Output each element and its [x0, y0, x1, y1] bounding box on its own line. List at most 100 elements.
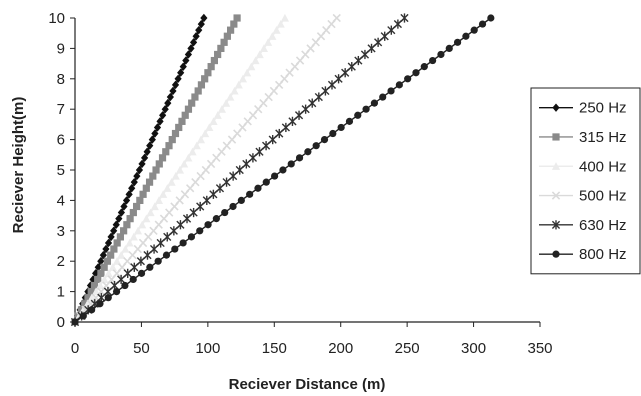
- data-point: [182, 56, 190, 65]
- data-point: [226, 92, 235, 101]
- data-point: [370, 99, 379, 107]
- legend: 250 Hz 315 Hz 400 Hz 500 Hz 630 Hz 800 Hz: [530, 87, 641, 275]
- data-point: [107, 251, 115, 259]
- data-point: [362, 105, 370, 113]
- data-point: [184, 50, 193, 59]
- legend-marker: [552, 103, 560, 112]
- data-point: [96, 281, 105, 290]
- data-point: [222, 99, 231, 107]
- y-tick-label: 8: [57, 71, 65, 88]
- legend-label: 630 Hz: [579, 217, 627, 234]
- data-point: [204, 221, 212, 229]
- series-250-hz: [71, 13, 208, 327]
- data-point: [126, 215, 134, 223]
- legend-label: 800 Hz: [579, 246, 627, 263]
- data-point: [192, 141, 201, 150]
- data-point: [158, 154, 167, 162]
- data-point: [129, 232, 138, 241]
- data-point: [167, 178, 176, 186]
- legend-item: 630 Hz: [539, 217, 627, 234]
- data-point: [301, 104, 310, 114]
- data-point: [171, 80, 180, 90]
- data-point: [487, 14, 495, 22]
- data-point: [110, 245, 118, 253]
- data-point: [100, 275, 109, 284]
- legend-item: 315 Hz: [539, 129, 627, 146]
- data-point: [181, 111, 189, 119]
- data-point: [110, 280, 119, 291]
- data-point: [125, 238, 134, 247]
- data-point: [146, 208, 155, 217]
- data-point: [94, 275, 102, 284]
- data-point: [182, 214, 192, 224]
- data-point: [128, 184, 136, 193]
- data-point: [223, 32, 231, 40]
- data-point: [123, 221, 131, 229]
- data-point: [197, 81, 206, 89]
- legend-label: 500 Hz: [579, 188, 627, 205]
- data-point: [188, 147, 197, 156]
- data-point: [367, 43, 376, 53]
- data-point: [215, 183, 225, 193]
- data-point: [130, 262, 139, 272]
- data-point: [337, 123, 345, 132]
- data-point: [255, 50, 264, 59]
- data-point: [229, 202, 237, 211]
- data-point: [210, 56, 218, 65]
- data-point: [135, 165, 144, 175]
- y-tick-label: 7: [57, 101, 65, 118]
- data-point: [281, 122, 290, 133]
- data-point: [168, 136, 176, 144]
- data-point: [354, 55, 363, 66]
- series-500-hz: [70, 13, 341, 327]
- data-point: [174, 74, 182, 83]
- data-point: [197, 19, 205, 29]
- data-point: [320, 136, 329, 144]
- data-point: [262, 178, 270, 186]
- data-point: [161, 105, 169, 114]
- data-point: [125, 190, 133, 199]
- data-point: [202, 195, 211, 205]
- data-point: [194, 87, 202, 95]
- data-point: [148, 135, 156, 144]
- y-tick-label: 6: [57, 132, 65, 149]
- data-point: [102, 244, 110, 254]
- series-630-hz: [70, 13, 409, 327]
- data-point: [154, 257, 162, 265]
- legend-marker: [552, 250, 560, 258]
- data-point: [166, 92, 174, 102]
- data-point: [104, 269, 113, 277]
- data-point: [387, 87, 395, 95]
- data-point: [110, 226, 118, 235]
- x-axis-title: Reciever Distance (m): [229, 376, 386, 393]
- data-point: [222, 177, 231, 187]
- data-point: [327, 80, 337, 90]
- data-point: [191, 93, 199, 101]
- data-point: [103, 257, 112, 265]
- data-point: [214, 50, 222, 59]
- data-point: [294, 110, 304, 120]
- data-point: [152, 166, 160, 174]
- data-point: [341, 68, 350, 78]
- data-point: [87, 288, 95, 296]
- data-point: [400, 13, 409, 23]
- data-point: [213, 111, 222, 119]
- data-point: [220, 38, 228, 46]
- data-point: [262, 141, 271, 151]
- data-point: [99, 250, 107, 260]
- data-point: [379, 93, 387, 101]
- data-point: [264, 38, 273, 46]
- data-point: [189, 207, 198, 218]
- x-tick-label: 300: [461, 340, 486, 357]
- data-point: [139, 190, 147, 198]
- data-point: [142, 184, 150, 192]
- data-point: [88, 306, 96, 314]
- data-point: [207, 63, 215, 71]
- data-point: [156, 117, 164, 126]
- y-tick-label: 9: [57, 40, 65, 57]
- y-axis-title: Reciever Height(m): [10, 97, 27, 234]
- legend-marker: [551, 162, 561, 170]
- data-point: [154, 196, 164, 204]
- data-point: [79, 312, 87, 320]
